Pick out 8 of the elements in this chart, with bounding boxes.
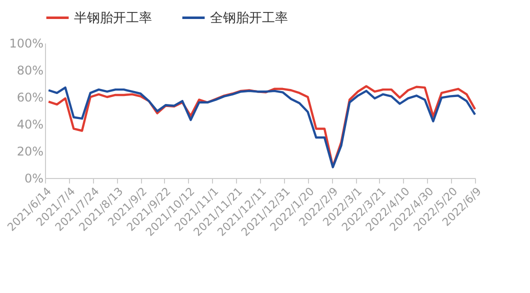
y-tick-label: 80%	[16, 64, 44, 78]
y-tick-label: 0%	[24, 172, 44, 186]
y-tick-label: 20%	[16, 144, 44, 158]
y-tick-label: 60%	[16, 90, 44, 104]
y-tick-label: 100%	[9, 36, 44, 50]
legend-label: 半钢胎开工率	[74, 10, 152, 26]
y-tick-label: 40%	[16, 118, 44, 132]
legend-label: 全钢胎开工率	[210, 10, 288, 26]
